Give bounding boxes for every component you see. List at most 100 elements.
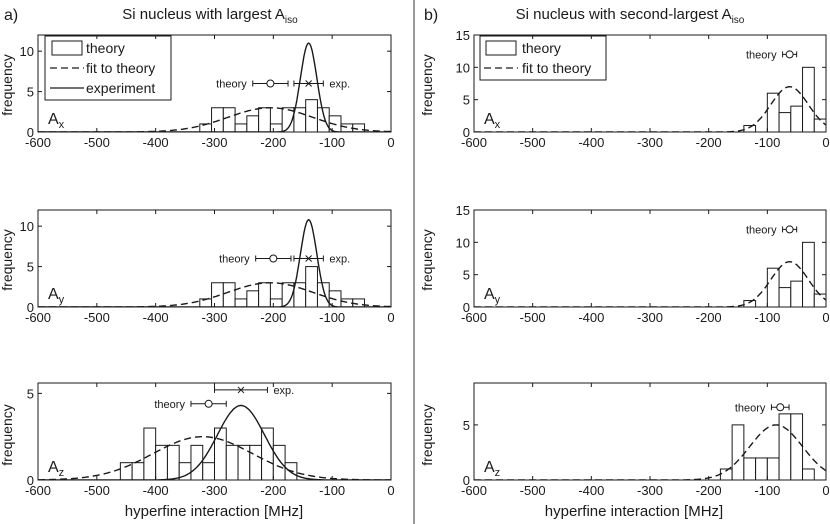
y-tick-label: 0 bbox=[27, 125, 34, 140]
subplot-b-z: -600 -500 -400 -300 -200 -100 0 0 5 Az theory bbox=[461, 382, 830, 498]
fit-curve bbox=[474, 85, 826, 132]
x-tick-label: 0 bbox=[387, 310, 394, 325]
x-tick-label: -200 bbox=[260, 310, 286, 325]
x-tick-label: -300 bbox=[637, 310, 663, 325]
subplot-b-y: -600 -500 -400 -300 -200 -100 0 0 5 10 15 Ay theory bbox=[456, 203, 830, 325]
x-tick-label: -500 bbox=[520, 135, 546, 150]
histogram-bar bbox=[305, 99, 318, 133]
exp-marker bbox=[237, 386, 245, 394]
fit-curve bbox=[474, 424, 826, 480]
ylabel-a-y: frequency bbox=[0, 229, 15, 290]
x-tick-label: -600 bbox=[461, 135, 487, 150]
x-tick-label: -300 bbox=[637, 135, 663, 150]
histogram-bar bbox=[755, 457, 768, 481]
y-tick-label: 0 bbox=[463, 125, 470, 140]
histogram-bar bbox=[234, 123, 248, 133]
subplot-a-x: -600 -500 -400 -300 -200 -100 0 0 5 10 Ax theory exp… bbox=[20, 34, 395, 150]
x-tick-label: 0 bbox=[822, 135, 829, 150]
histogram-bar bbox=[778, 413, 792, 481]
ylabel-a-x: frequency bbox=[0, 54, 15, 115]
histogram-bar bbox=[790, 105, 804, 133]
theory-annotation: theory bbox=[746, 49, 777, 61]
subplot-a-y: -600 -500 -400 -300 -200 -100 0 0 5 10 Ay theory exp… bbox=[20, 209, 395, 325]
x-tick-label: 0 bbox=[822, 483, 829, 498]
exp-annotation: exp. bbox=[329, 254, 350, 266]
subplots: -600 -500 -400 -300 -200 -100 0 0 5 10 Ax theory exp… bbox=[20, 28, 830, 498]
y-tick-label: 5 bbox=[463, 418, 470, 433]
histogram-bar bbox=[293, 107, 307, 133]
x-tick-label: 0 bbox=[822, 310, 829, 325]
x-tick-label: -500 bbox=[520, 310, 546, 325]
histogram-bar bbox=[222, 107, 236, 133]
ylabel-b-x: frequency bbox=[419, 54, 435, 115]
histogram-bar bbox=[802, 468, 815, 481]
theory-annotation: theory bbox=[216, 79, 247, 91]
x-tick-label: -100 bbox=[754, 135, 780, 150]
theory-marker bbox=[204, 399, 213, 408]
experiment-curve bbox=[38, 404, 391, 480]
theory-marker bbox=[776, 403, 785, 412]
x-tick-label: -400 bbox=[143, 310, 169, 325]
y-tick-label: 0 bbox=[27, 473, 34, 488]
xlabel-b: hyperfine interaction [MHz] bbox=[545, 503, 723, 520]
x-tick-label: -400 bbox=[143, 483, 169, 498]
histogram-bar bbox=[234, 298, 248, 308]
histogram-bar bbox=[225, 444, 239, 481]
y-tick-label: 0 bbox=[463, 473, 470, 488]
x-tick-label: -300 bbox=[201, 483, 227, 498]
theory-annotation: theory bbox=[735, 402, 766, 414]
legend-b-theory-swatch bbox=[485, 40, 517, 56]
x-tick-label: -600 bbox=[25, 310, 51, 325]
histogram-bar bbox=[246, 290, 260, 308]
histogram-bar bbox=[766, 267, 780, 308]
x-tick-label: -300 bbox=[201, 135, 227, 150]
x-tick-label: -300 bbox=[637, 483, 663, 498]
x-tick-label: -100 bbox=[319, 310, 345, 325]
x-tick-label: -500 bbox=[520, 483, 546, 498]
y-tick-label: 5 bbox=[27, 260, 34, 275]
x-tick-label: -500 bbox=[84, 310, 110, 325]
x-tick-label: -400 bbox=[578, 135, 604, 150]
panel-a-title: Si nucleus with largest Aiso bbox=[122, 6, 298, 26]
histogram-bar bbox=[766, 92, 780, 133]
component-label: Ax bbox=[48, 111, 65, 131]
ylabel-a-z: frequency bbox=[0, 404, 15, 465]
y-tick-label: 10 bbox=[20, 219, 34, 234]
histogram-bar bbox=[269, 123, 283, 133]
legend-a-experiment-label: experiment bbox=[86, 80, 155, 96]
histogram-bar bbox=[258, 282, 271, 308]
exp-annotation: exp. bbox=[329, 79, 350, 91]
theory-marker bbox=[785, 225, 794, 234]
histogram-bar bbox=[790, 280, 804, 308]
y-tick-label: 15 bbox=[456, 28, 470, 43]
ylabel-b-z: frequency bbox=[419, 404, 435, 465]
histogram-bar bbox=[743, 457, 757, 481]
x-tick-label: -500 bbox=[84, 483, 110, 498]
x-tick-label: -200 bbox=[696, 310, 722, 325]
legend-b: theory fit to theory bbox=[479, 35, 607, 81]
fit-curve bbox=[38, 282, 391, 307]
legend-b-box bbox=[479, 35, 607, 81]
histogram-bar bbox=[813, 293, 827, 308]
y-tick-label: 5 bbox=[463, 268, 470, 283]
histogram-bar bbox=[766, 457, 780, 481]
x-tick-label: -100 bbox=[319, 135, 345, 150]
theory-annotation: theory bbox=[746, 224, 777, 236]
histogram-bar bbox=[272, 444, 286, 481]
legend-a-fit-label: fit to theory bbox=[86, 60, 155, 76]
histogram-bar bbox=[211, 107, 224, 133]
exp-marker bbox=[305, 80, 312, 87]
ylabel-b-y: frequency bbox=[419, 229, 435, 290]
histogram-bar bbox=[211, 282, 224, 308]
x-tick-label: 0 bbox=[387, 483, 394, 498]
histogram-bar bbox=[131, 462, 145, 481]
histogram-bar bbox=[790, 413, 804, 481]
x-tick-label: -400 bbox=[578, 310, 604, 325]
x-tick-label: -600 bbox=[461, 483, 487, 498]
histogram-bar bbox=[222, 282, 236, 308]
histogram-bar bbox=[261, 427, 274, 481]
histogram-bar bbox=[258, 107, 271, 133]
theory-marker bbox=[269, 254, 278, 263]
histogram-bar bbox=[293, 282, 307, 308]
